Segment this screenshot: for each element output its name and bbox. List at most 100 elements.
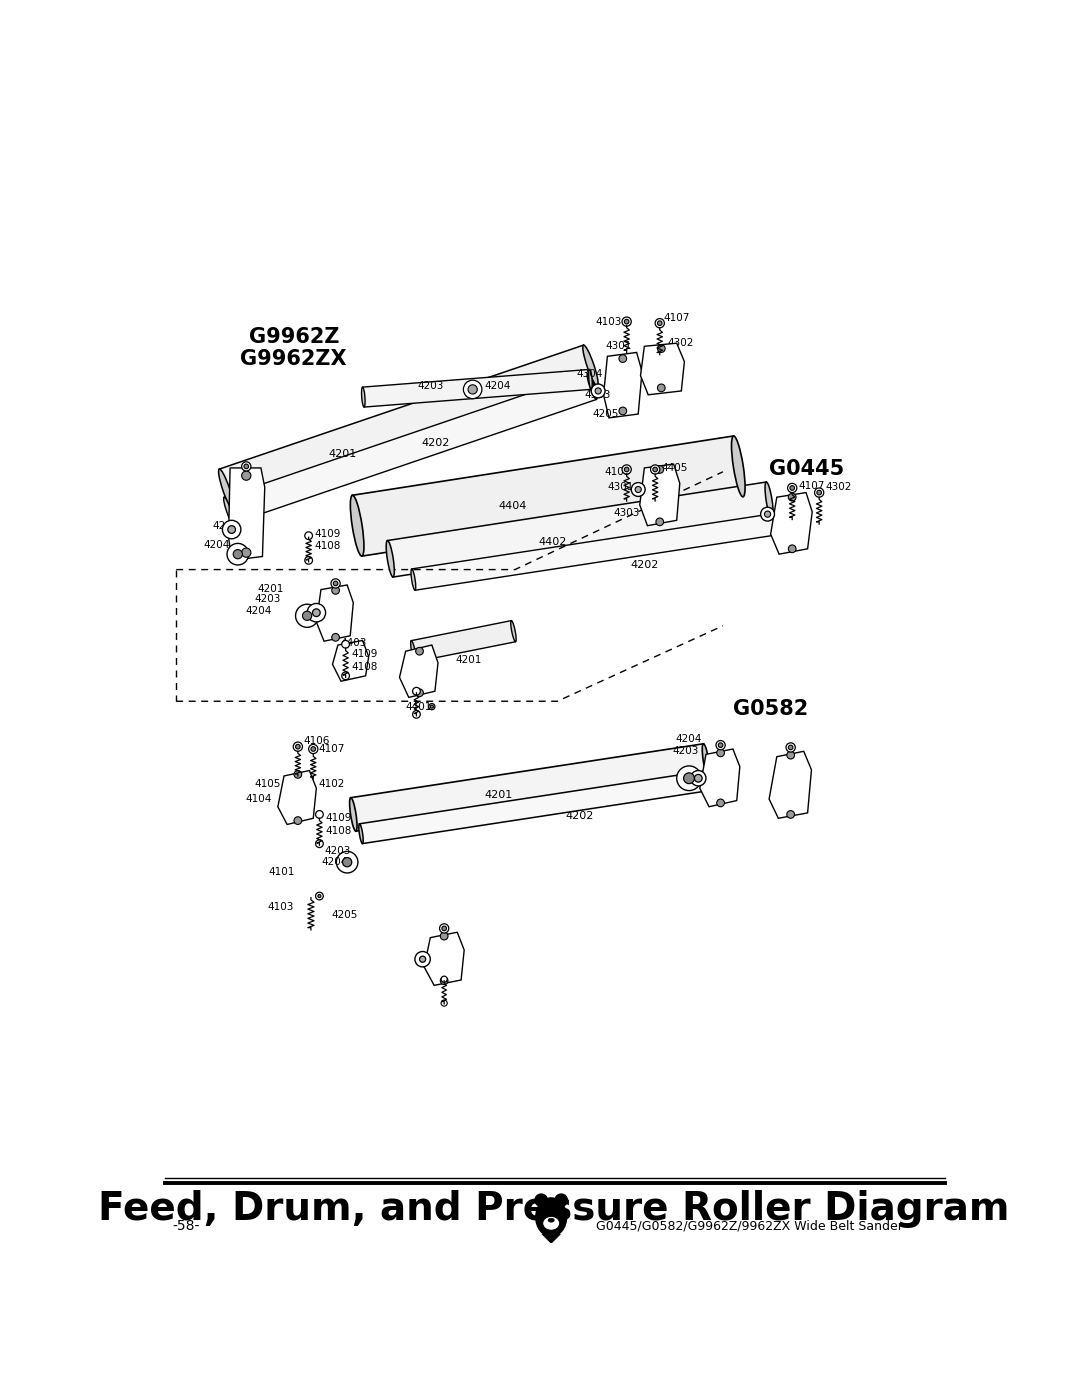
Circle shape <box>309 745 318 753</box>
Circle shape <box>341 640 350 648</box>
Ellipse shape <box>549 1218 554 1222</box>
Text: 4105: 4105 <box>255 778 281 789</box>
Circle shape <box>555 1194 567 1207</box>
Text: 4103: 4103 <box>596 317 622 327</box>
Text: 4302: 4302 <box>825 482 852 492</box>
Polygon shape <box>333 640 368 682</box>
Polygon shape <box>219 345 597 510</box>
Text: 4204: 4204 <box>321 858 348 868</box>
Circle shape <box>307 604 325 622</box>
Ellipse shape <box>359 824 363 844</box>
Circle shape <box>305 556 312 564</box>
Circle shape <box>684 773 694 784</box>
Circle shape <box>677 766 701 791</box>
Text: G0445/G0582/G9962Z/9962ZX Wide Belt Sander: G0445/G0582/G9962Z/9962ZX Wide Belt Sand… <box>596 1220 903 1234</box>
Ellipse shape <box>765 482 773 518</box>
Circle shape <box>468 384 477 394</box>
Ellipse shape <box>536 1197 567 1236</box>
Text: 4304: 4304 <box>577 369 603 379</box>
Ellipse shape <box>788 511 793 532</box>
Circle shape <box>441 932 448 940</box>
Circle shape <box>788 545 796 553</box>
Text: 4204: 4204 <box>675 733 702 745</box>
Text: 4203: 4203 <box>673 746 699 756</box>
Text: G0445: G0445 <box>769 460 845 479</box>
Circle shape <box>635 486 642 493</box>
Polygon shape <box>604 352 642 418</box>
Ellipse shape <box>731 436 745 497</box>
Circle shape <box>305 532 312 539</box>
Circle shape <box>228 525 235 534</box>
Text: 4107: 4107 <box>663 313 690 323</box>
Circle shape <box>787 752 795 759</box>
Circle shape <box>294 817 301 824</box>
Text: 4107: 4107 <box>319 745 345 754</box>
Circle shape <box>294 742 302 752</box>
Circle shape <box>242 471 251 481</box>
Text: 4204: 4204 <box>203 539 230 550</box>
Text: 4302: 4302 <box>667 338 693 348</box>
Text: 4103: 4103 <box>605 467 631 476</box>
Circle shape <box>765 511 771 517</box>
Polygon shape <box>224 373 596 524</box>
Polygon shape <box>424 932 464 985</box>
Circle shape <box>441 977 447 982</box>
Polygon shape <box>278 771 316 824</box>
Polygon shape <box>700 749 740 806</box>
Polygon shape <box>542 1234 561 1243</box>
Circle shape <box>717 749 725 757</box>
Circle shape <box>312 609 320 616</box>
Circle shape <box>591 384 605 398</box>
Text: G0582: G0582 <box>733 698 808 719</box>
Circle shape <box>315 893 323 900</box>
Circle shape <box>788 493 796 502</box>
Circle shape <box>302 610 312 620</box>
Circle shape <box>624 320 629 324</box>
Circle shape <box>535 1194 548 1207</box>
Ellipse shape <box>511 620 516 641</box>
Polygon shape <box>400 645 438 697</box>
Ellipse shape <box>589 369 592 390</box>
Circle shape <box>786 743 795 752</box>
Circle shape <box>463 380 482 398</box>
Ellipse shape <box>350 496 364 556</box>
Circle shape <box>787 483 797 493</box>
Text: 4201: 4201 <box>484 791 512 800</box>
Text: 4102: 4102 <box>319 778 345 789</box>
Circle shape <box>656 465 663 474</box>
Circle shape <box>658 321 662 326</box>
Circle shape <box>658 345 665 352</box>
Circle shape <box>315 810 323 819</box>
Text: 4405: 4405 <box>661 462 688 474</box>
Ellipse shape <box>362 387 365 407</box>
Polygon shape <box>229 468 265 560</box>
Text: 4203: 4203 <box>255 594 281 604</box>
Circle shape <box>595 388 602 394</box>
Text: 4401: 4401 <box>406 701 432 711</box>
Text: 4205: 4205 <box>592 409 619 419</box>
Ellipse shape <box>224 497 233 524</box>
Circle shape <box>430 705 433 708</box>
Circle shape <box>242 548 251 557</box>
Circle shape <box>416 689 423 697</box>
Circle shape <box>336 851 357 873</box>
Text: 4108: 4108 <box>325 827 352 837</box>
Circle shape <box>296 745 300 749</box>
Circle shape <box>233 549 242 559</box>
Circle shape <box>787 810 795 819</box>
Text: 4101: 4101 <box>269 868 295 877</box>
Circle shape <box>332 587 339 594</box>
Circle shape <box>716 740 725 750</box>
Circle shape <box>341 672 350 680</box>
Polygon shape <box>351 743 708 831</box>
Polygon shape <box>388 482 772 577</box>
Circle shape <box>632 482 645 496</box>
Text: 4403: 4403 <box>340 637 366 648</box>
Text: 4203: 4203 <box>213 521 239 531</box>
Text: 4402: 4402 <box>538 536 567 546</box>
Text: 4108: 4108 <box>314 542 341 552</box>
Text: 4205: 4205 <box>332 909 359 919</box>
Text: 4106: 4106 <box>303 736 329 746</box>
Text: 4202: 4202 <box>421 439 449 448</box>
Polygon shape <box>360 770 715 844</box>
